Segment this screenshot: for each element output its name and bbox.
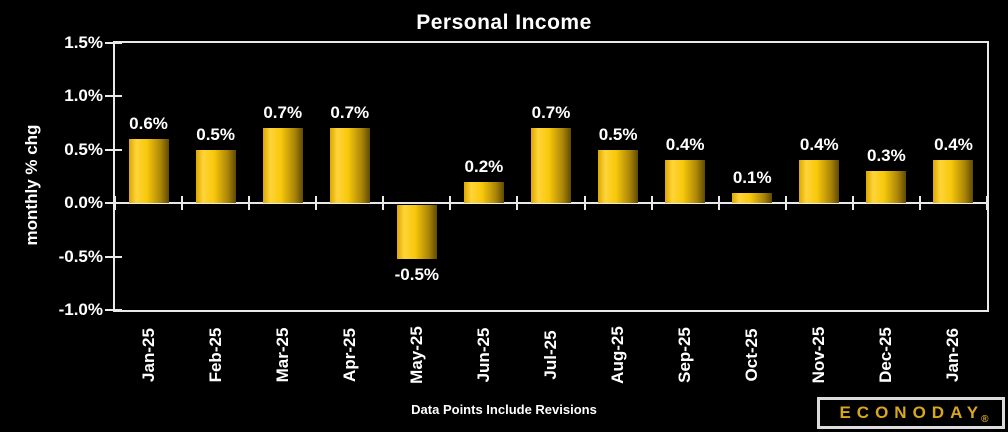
x-axis-tick: [449, 196, 452, 211]
x-axis-tick: [583, 196, 586, 211]
x-axis-tick: [181, 196, 184, 211]
bar: [531, 128, 571, 204]
x-category-label: Jul-25: [541, 330, 560, 380]
footer-note: Data Points Include Revisions: [411, 402, 597, 417]
y-tick-label: 0.0%: [64, 193, 103, 213]
x-category-label: Aug-25: [608, 326, 628, 384]
bar-value-label: 0.5%: [598, 124, 638, 144]
bar-value-label: 0.7%: [330, 103, 370, 123]
bar: [598, 149, 639, 204]
bar-value-label: 0.4%: [665, 135, 705, 155]
y-axis-tick: [105, 148, 122, 151]
x-axis-tick: [382, 196, 385, 211]
x-axis-tick: [851, 196, 854, 211]
y-axis-tick: [105, 42, 122, 44]
zero-axis-line: [115, 202, 987, 205]
x-category-label: Nov-25: [809, 326, 829, 384]
plot-area: 1.5% 1.0% 0.5% 0.0% -0.5% -1.0% 0.6% Jan-25 0.5%…: [59, 33, 989, 384]
x-category-label: Mar-25: [272, 327, 292, 383]
bar: [329, 128, 370, 204]
y-axis-tick: [105, 255, 122, 258]
x-axis-tick: [918, 196, 921, 211]
logo-text: ECONODAY: [839, 403, 985, 422]
x-category-label: May-25: [406, 326, 426, 384]
y-tick-label: 1.0%: [64, 86, 103, 106]
x-axis-tick: [516, 196, 519, 211]
y-axis-tick: [105, 309, 122, 311]
bar: [396, 205, 437, 259]
chart-title: Personal Income: [416, 11, 592, 34]
bar: [665, 160, 706, 204]
x-axis-tick: [784, 196, 787, 211]
econoday-logo: ECONODAY®: [817, 397, 1005, 429]
y-tick-label: 1.5%: [64, 33, 103, 52]
bar-value-label: 0.3%: [867, 146, 906, 166]
bar: [463, 181, 504, 204]
x-category-label: Jan-26: [943, 328, 963, 382]
y-axis-tick: [105, 95, 122, 98]
bar-value-label: 0.4%: [934, 135, 973, 155]
bar: [262, 128, 303, 204]
x-axis-tick: [717, 196, 720, 211]
bar: [933, 160, 974, 204]
y-axis-tick: [105, 202, 122, 205]
bar-value-label: 0.7%: [531, 103, 571, 123]
x-axis-tick: [114, 196, 116, 211]
bar-value-label: 0.4%: [799, 135, 839, 155]
bar-value-label: 0.5%: [196, 124, 235, 144]
x-category-label: Oct-25: [742, 328, 762, 382]
x-category-label: Dec-25: [876, 327, 896, 383]
y-tick-label: 0.5%: [64, 139, 103, 159]
bar-value-label: 0.7%: [263, 103, 303, 123]
y-axis-title: monthly % chg: [22, 124, 41, 246]
bar: [866, 171, 907, 204]
x-category-label: Sep-25: [675, 327, 695, 383]
bar-value-label: 0.1%: [732, 167, 772, 187]
x-axis-tick: [650, 196, 653, 211]
bar: [732, 192, 773, 204]
x-category-label: Jun-25: [473, 327, 493, 383]
x-category-label: Feb-25: [205, 327, 225, 383]
y-tick-label: -1.0%: [58, 300, 103, 319]
bar: [799, 160, 840, 204]
y-tick-label: -0.5%: [58, 246, 103, 266]
x-axis-tick: [315, 196, 318, 211]
registered-mark-icon: ®: [981, 414, 989, 425]
x-axis-tick: [986, 196, 988, 211]
x-category-label: Jan-25: [138, 328, 158, 382]
bar: [128, 139, 169, 204]
bar-value-label: 0.6%: [129, 114, 168, 134]
bar-value-label: -0.5%: [394, 264, 440, 284]
bar: [195, 149, 236, 204]
x-category-label: Apr-25: [339, 328, 359, 382]
bar-value-label: 0.2%: [464, 156, 504, 176]
x-axis-tick: [248, 196, 251, 211]
